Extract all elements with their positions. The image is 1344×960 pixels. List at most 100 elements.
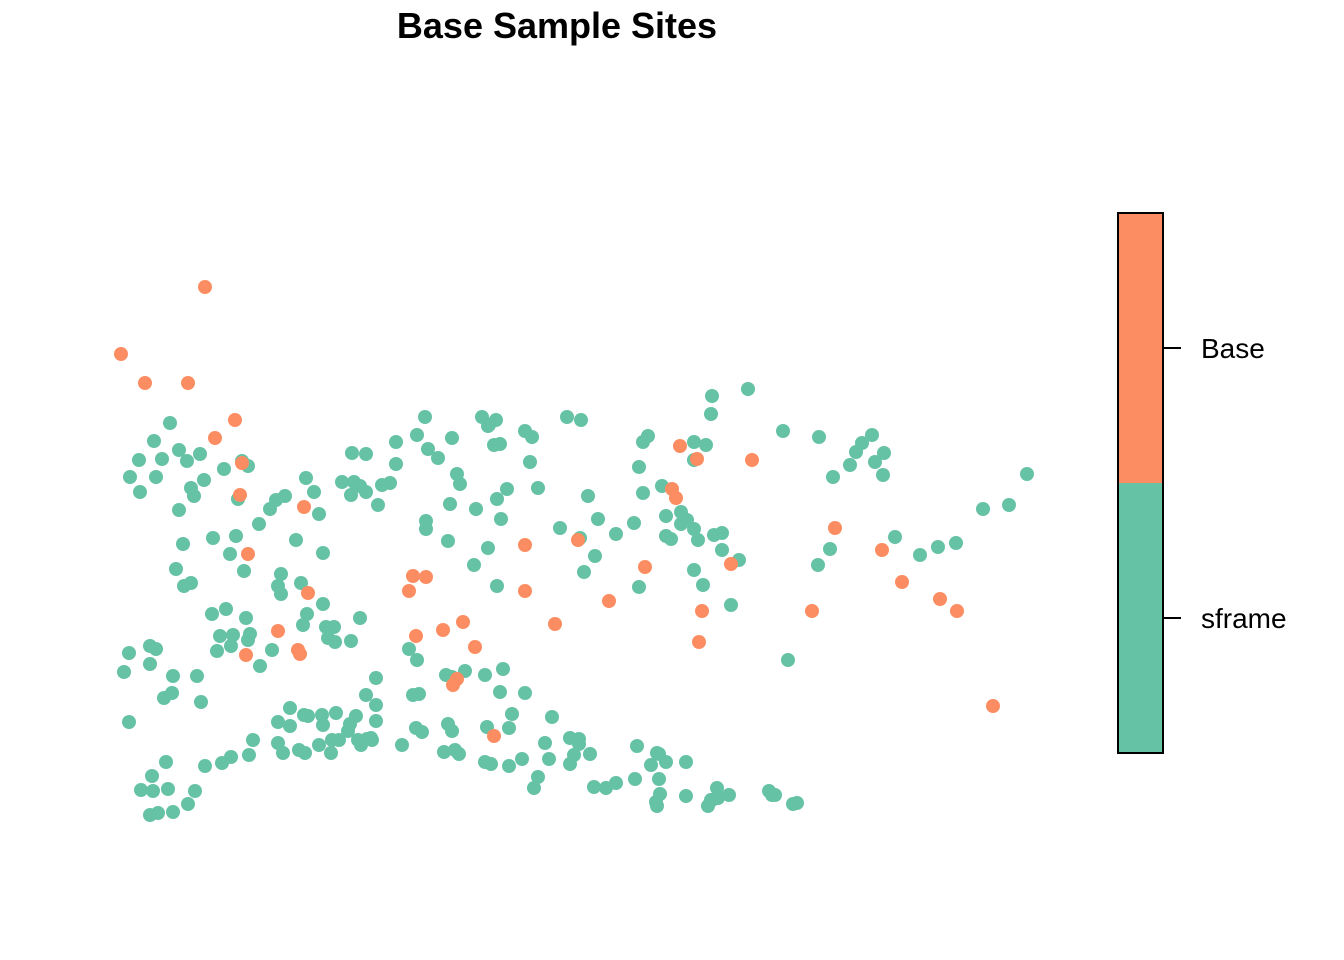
point-sframe: [292, 743, 306, 757]
point-sframe: [679, 789, 693, 803]
point-sframe: [696, 578, 710, 592]
point-sframe: [467, 558, 481, 572]
point-base: [297, 500, 311, 514]
point-sframe: [329, 706, 343, 720]
legend-border: [1117, 212, 1164, 754]
point-sframe: [145, 769, 159, 783]
point-sframe: [724, 598, 738, 612]
point-sframe: [344, 488, 358, 502]
point-sframe: [122, 715, 136, 729]
legend-label-base: Base: [1201, 333, 1265, 364]
point-sframe: [349, 709, 363, 723]
point-base: [436, 623, 450, 637]
point-sframe: [609, 776, 623, 790]
point-sframe: [715, 526, 729, 540]
point-sframe: [324, 746, 338, 760]
point-sframe: [421, 442, 435, 456]
point-sframe: [650, 799, 664, 813]
point-sframe: [545, 710, 559, 724]
point-sframe: [715, 543, 729, 557]
point-sframe: [219, 602, 233, 616]
point-sframe: [563, 757, 577, 771]
point-sframe: [704, 407, 718, 421]
point-sframe: [418, 410, 432, 424]
point-sframe: [143, 657, 157, 671]
point-sframe: [359, 447, 373, 461]
point-base: [239, 648, 253, 662]
point-sframe: [224, 750, 238, 764]
point-sframe: [868, 455, 882, 469]
legend-bar-sframe: [1118, 483, 1163, 753]
point-sframe: [147, 434, 161, 448]
point-sframe: [271, 736, 285, 750]
point-sframe: [542, 752, 556, 766]
point-base: [409, 629, 423, 643]
point-sframe: [410, 653, 424, 667]
point-base: [241, 547, 255, 561]
point-sframe: [496, 662, 510, 676]
point-sframe: [226, 628, 240, 642]
point-base: [181, 376, 195, 390]
point-base: [828, 521, 842, 535]
point-sframe: [205, 607, 219, 621]
point-sframe: [122, 646, 136, 660]
point-base: [805, 604, 819, 618]
point-sframe: [949, 536, 963, 550]
point-sframe: [609, 527, 623, 541]
point-sframe: [652, 772, 666, 786]
point-sframe: [146, 784, 160, 798]
point-sframe: [674, 517, 688, 531]
point-sframe: [664, 532, 678, 546]
point-sframe: [490, 579, 504, 593]
point-sframe: [976, 502, 990, 516]
point-sframe: [849, 445, 863, 459]
point-sframe: [527, 781, 541, 795]
point-sframe: [653, 787, 667, 801]
point-sframe: [627, 516, 641, 530]
point-base: [233, 488, 247, 502]
point-sframe: [722, 788, 736, 802]
point-sframe: [181, 797, 195, 811]
point-sframe: [865, 428, 879, 442]
point-sframe: [553, 521, 567, 535]
point-base: [724, 557, 738, 571]
point-sframe: [402, 642, 416, 656]
point-sframe: [149, 470, 163, 484]
point-sframe: [823, 542, 837, 556]
point-sframe: [325, 733, 339, 747]
point-sframe: [274, 567, 288, 581]
point-sframe: [359, 688, 373, 702]
point-sframe: [493, 437, 507, 451]
point-sframe: [490, 492, 504, 506]
point-sframe: [169, 562, 183, 576]
point-sframe: [345, 446, 359, 460]
point-sframe: [133, 485, 147, 499]
point-sframe: [389, 457, 403, 471]
point-sframe: [283, 701, 297, 715]
point-base: [745, 453, 759, 467]
point-sframe: [448, 743, 462, 757]
point-sframe: [494, 512, 508, 526]
point-sframe: [335, 475, 349, 489]
point-sframe: [294, 576, 308, 590]
point-base: [419, 570, 433, 584]
point-sframe: [419, 522, 433, 536]
point-sframe: [123, 470, 137, 484]
point-sframe: [243, 627, 257, 641]
chart-title: Base Sample Sites: [397, 5, 717, 46]
point-sframe: [538, 736, 552, 750]
point-sframe: [369, 698, 383, 712]
point-sframe: [242, 748, 256, 762]
point-base: [518, 538, 532, 552]
point-sframe: [478, 755, 492, 769]
point-sframe: [159, 755, 173, 769]
point-sframe: [888, 530, 902, 544]
point-sframe: [193, 447, 207, 461]
point-base: [895, 575, 909, 589]
point-sframe: [395, 738, 409, 752]
point-sframe: [364, 731, 378, 745]
point-base: [301, 586, 315, 600]
point-sframe: [679, 755, 693, 769]
point-sframe: [316, 597, 330, 611]
point-base: [208, 431, 222, 445]
